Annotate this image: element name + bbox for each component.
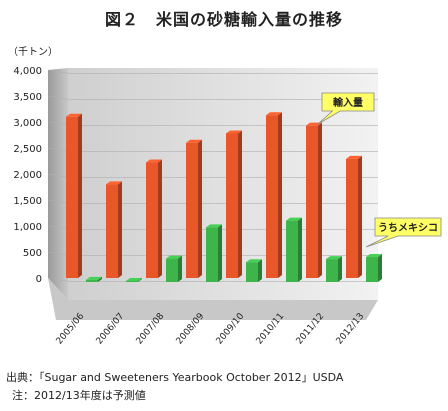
- bar-imports-top: [306, 122, 322, 126]
- y-tick-label: 3,500: [13, 92, 42, 103]
- legend-imports-bubble: [317, 92, 375, 125]
- bar-mexico-side: [378, 254, 382, 282]
- bar-mexico-top: [126, 277, 142, 281]
- legend-mexico: うちメキシコ: [378, 222, 438, 234]
- bar-imports: [306, 125, 318, 278]
- y-tick-label: 2,500: [13, 144, 42, 155]
- bar-imports: [346, 158, 358, 278]
- bar-imports-side: [358, 155, 362, 278]
- bar-imports: [186, 142, 198, 278]
- bar-mexico: [326, 259, 338, 282]
- y-tick-label: 2,000: [13, 170, 42, 181]
- bar-imports-side: [118, 181, 122, 278]
- bar-imports: [226, 133, 238, 278]
- bar-imports: [106, 184, 118, 278]
- y-axis-label: （千トン）: [8, 46, 58, 58]
- bar-mexico-side: [178, 255, 182, 282]
- y-tick-label: 3,000: [13, 118, 42, 129]
- y-tick-label: 1,500: [13, 196, 42, 207]
- chart-title: 図２ 米国の砂糖輸入量の推移: [104, 10, 343, 29]
- gridline: [47, 69, 378, 74]
- y-tick-label: 500: [23, 248, 42, 259]
- bar-imports-side: [198, 139, 202, 278]
- legend-imports: 輸入量: [333, 96, 363, 109]
- gridline: [47, 277, 378, 282]
- bar-imports-top: [226, 130, 242, 134]
- bar-imports-side: [318, 122, 322, 278]
- y-tick-label: 4,000: [13, 66, 42, 77]
- bar-imports: [266, 115, 278, 279]
- bar-imports-top: [346, 155, 362, 159]
- bar-imports-top: [106, 181, 122, 185]
- bar-mexico-top: [86, 276, 102, 280]
- bar-mexico-top: [286, 217, 302, 221]
- bar-imports-side: [78, 113, 82, 278]
- bar-imports-side: [278, 112, 282, 279]
- forecast-note: 注：2012/13年度は予測値: [12, 389, 146, 402]
- side-wall: [48, 68, 68, 300]
- bar-imports-top: [266, 112, 282, 116]
- floor: [48, 278, 378, 320]
- gridline: [47, 95, 378, 100]
- bar-mexico: [86, 279, 98, 282]
- bar-mexico: [206, 227, 218, 282]
- legend-mexico-bubble: [365, 217, 442, 248]
- bar-imports: [66, 116, 78, 278]
- bar-imports-top: [186, 139, 202, 143]
- bar-mexico-side: [98, 276, 102, 282]
- bar-mexico: [286, 220, 298, 282]
- bar-mexico: [126, 280, 138, 282]
- bar-mexico-side: [218, 224, 222, 282]
- bar-mexico-top: [206, 224, 222, 228]
- bar-mexico-top: [166, 255, 182, 259]
- bar-imports-top: [66, 113, 82, 117]
- bar-mexico-top: [326, 256, 342, 260]
- bar-mexico-side: [138, 277, 142, 282]
- bar-mexico-side: [258, 259, 262, 282]
- bar-mexico: [246, 262, 258, 282]
- bar-mexico: [366, 257, 378, 282]
- bar-imports: [146, 162, 158, 278]
- bars: [66, 112, 382, 282]
- y-tick-label: 1,000: [13, 222, 42, 233]
- y-tick-labels: 0 500 1,000 1,500 2,000 2,500 3,000 3,500 4,000: [13, 66, 42, 285]
- bar-mexico-top: [246, 259, 262, 263]
- bar-mexico: [166, 258, 178, 282]
- bar-imports-side: [158, 159, 162, 278]
- bar-mexico-top: [366, 254, 382, 258]
- y-tick-label: 0: [36, 274, 42, 285]
- bar-imports-top: [146, 159, 162, 163]
- bar-imports-side: [238, 130, 242, 278]
- bar-mexico-side: [298, 217, 302, 282]
- source-note: 出典：「Sugar and Sweeteners Yearbook Octobe…: [6, 371, 344, 384]
- bar-mexico-side: [338, 256, 342, 282]
